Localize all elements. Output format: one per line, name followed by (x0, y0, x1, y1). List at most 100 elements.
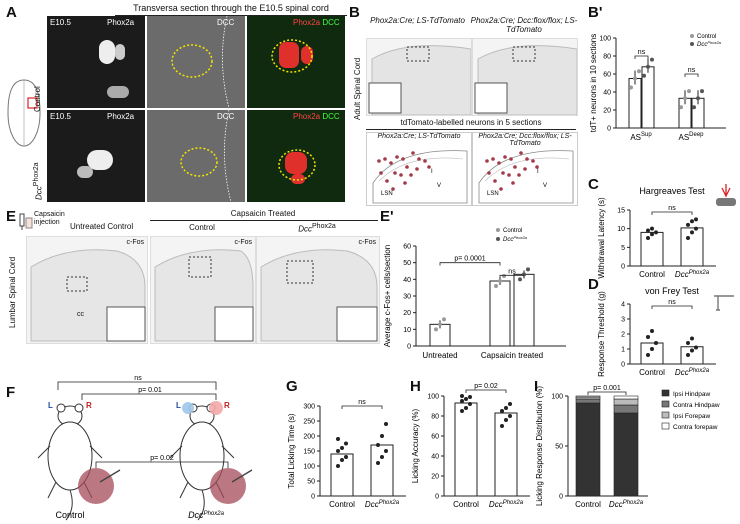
y-tick-label: 100 (599, 36, 611, 43)
injection-site-dcc (210, 468, 246, 504)
significance-bracket (499, 274, 525, 279)
panel-c-label: C (588, 176, 599, 193)
lamina-boundary (484, 157, 570, 182)
tissue-adult-control (366, 38, 472, 116)
bar-dcc (680, 346, 704, 365)
labelled-neuron (513, 165, 517, 169)
labelled-neuron (499, 187, 503, 191)
labelled-neuron (503, 155, 507, 159)
labelled-neuron (497, 161, 501, 165)
data-point (504, 418, 508, 422)
data-point (336, 449, 340, 453)
legend-dcc-marker (690, 42, 694, 46)
chart-i: 0 50 100 Licking Response Distribution (%) C… (535, 385, 720, 509)
data-point (376, 443, 380, 447)
stack-segment (613, 404, 639, 414)
labelled-neuron (519, 151, 523, 155)
y-tick-label: 20 (603, 108, 611, 115)
region-label: V (437, 183, 441, 189)
data-point (646, 335, 650, 339)
y-tick-label: 60 (431, 434, 439, 441)
labelled-neuron (385, 179, 389, 183)
significance-label: ns (668, 299, 676, 306)
region-label: I (537, 169, 539, 175)
labelled-neuron (415, 167, 419, 171)
data-point (646, 236, 650, 240)
tick-label: Control (639, 270, 665, 279)
panel-b-col1: Phox2a:Cre; LS-TdTomato (370, 16, 465, 25)
legend-dcc: DccPhox2a (503, 235, 528, 243)
data-point (654, 341, 658, 345)
data-point (650, 57, 654, 62)
data-point (650, 329, 654, 333)
legend-swatch (661, 422, 670, 430)
bracket-p1 (81, 393, 217, 400)
y-axis-label: Average c-Fos+ cells/section (383, 245, 392, 347)
data-point (654, 230, 658, 235)
data-point (502, 274, 506, 278)
chart-title: Hargreaves Test (639, 186, 705, 196)
bracket-p2 (95, 461, 229, 468)
bar-dcc (370, 444, 394, 497)
y-tick-label: 1 (621, 347, 625, 354)
data-point (434, 327, 438, 332)
labelled-neuron (377, 159, 381, 163)
legend-dcc: DccPhox2a (697, 40, 722, 48)
data-point (687, 89, 691, 94)
y-tick-label: 5 (621, 245, 625, 252)
paw-left-dcc (182, 402, 194, 414)
data-point (384, 449, 388, 453)
data-point (686, 353, 690, 357)
data-point (629, 85, 633, 90)
bar-dcc (494, 412, 518, 497)
significance-bracket (684, 73, 699, 77)
heat-beam-icon (721, 184, 731, 198)
data-point (500, 409, 504, 413)
data-point (442, 317, 446, 322)
col-dcc-label: DccPhox2a (298, 223, 336, 234)
chart-title: von Frey Test (645, 286, 699, 296)
tissue-untreated: c-Fos cc (26, 236, 148, 344)
y-tick-label: 100 (427, 394, 439, 401)
y-tick-label: 50 (403, 260, 411, 267)
tissue-capsaicin-control: c-Fos (150, 236, 256, 344)
data-point (380, 455, 384, 459)
labelled-neuron (403, 181, 407, 185)
y-tick-label: 20 (431, 474, 439, 481)
heat-source-icon (716, 198, 736, 206)
mouse-control (37, 403, 103, 521)
panel-eprime-label: E' (380, 208, 394, 225)
y-axis-label: Licking Response Distribution (%) (535, 386, 544, 506)
panel-a-label: A (6, 4, 17, 21)
data-point (686, 341, 690, 345)
significance-bracket (634, 55, 649, 59)
labelled-neuron (399, 173, 403, 177)
stack-segment (575, 402, 601, 497)
labelled-neuron (391, 187, 395, 191)
legend-swatch (661, 389, 670, 397)
group-label-untreated: Untreated (422, 351, 457, 360)
region-label: V (543, 183, 547, 189)
capsaicin-treated-label: Capsaicin Treated (230, 209, 296, 218)
legend-label: Contra forepaw (673, 424, 718, 431)
data-point (494, 284, 498, 288)
data-point (633, 76, 637, 81)
y-tick-label: 0 (407, 344, 411, 351)
panel-b-label: B (349, 4, 360, 21)
y-axis-label: Total Licking Time (s) (287, 413, 296, 488)
data-point (468, 395, 472, 399)
data-point (518, 277, 522, 282)
neuron-map-control: Phox2a:Cre; LS-TdTomato I V LSN (366, 132, 472, 206)
panel-h-label: H (410, 378, 421, 395)
data-point (438, 322, 442, 327)
labelled-neuron (491, 157, 495, 161)
data-point (696, 96, 700, 101)
labelled-neuron (393, 171, 397, 175)
panel-a-title: Transversa section through the E10.5 spi… (133, 3, 329, 13)
y-axis-label: tdT+ neurons in 10 sections (589, 34, 598, 133)
labelled-neuron (511, 181, 515, 185)
data-point (526, 267, 530, 272)
bar-control (330, 453, 354, 497)
labelled-neuron (487, 171, 491, 175)
data-point (460, 409, 464, 413)
